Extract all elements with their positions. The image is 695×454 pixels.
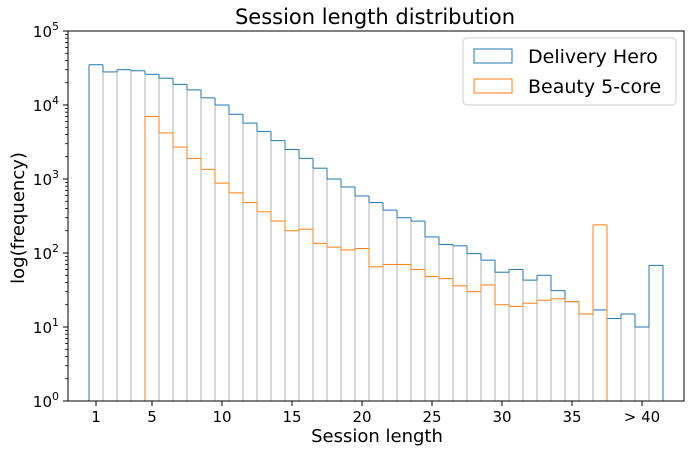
legend-swatch-beauty-5-core	[473, 78, 513, 94]
chart-title: Session length distribution	[235, 5, 515, 29]
x-tick-label: > 40	[624, 408, 660, 426]
x-axis: 1 5 10 15 20 25 30 35 > 40	[91, 401, 660, 426]
x-tick-label: 5	[147, 408, 157, 426]
x-tick-label: 15	[282, 408, 301, 426]
bars-layer	[102, 70, 650, 401]
y-tick-label: 100	[33, 390, 59, 411]
legend-label-beauty-5-core: Beauty 5-core	[528, 76, 661, 98]
x-tick-label: 35	[562, 408, 581, 426]
y-tick-label: 101	[33, 316, 59, 337]
x-tick-label: 1	[91, 408, 101, 426]
x-tick-label: 25	[422, 408, 441, 426]
x-tick-label: 20	[352, 408, 371, 426]
legend: Delivery Hero Beauty 5-core	[462, 37, 677, 106]
plot-frame	[67, 30, 685, 402]
y-tick-label: 103	[33, 168, 59, 189]
x-tick-label: 30	[492, 408, 511, 426]
series-layer	[88, 64, 664, 401]
legend-box	[462, 37, 677, 106]
y-axis: 100 101 102 103 104 105	[33, 20, 68, 411]
y-axis-label: log(frequency)	[8, 152, 29, 284]
legend-label-delivery-hero: Delivery Hero	[528, 46, 658, 68]
x-axis-label: Session length	[311, 426, 443, 447]
y-tick-label: 102	[33, 242, 59, 263]
y-tick-label: 105	[33, 20, 59, 41]
x-tick-label: 10	[212, 408, 231, 426]
y-tick-label: 104	[33, 94, 59, 115]
legend-swatch-delivery-hero	[473, 48, 513, 64]
